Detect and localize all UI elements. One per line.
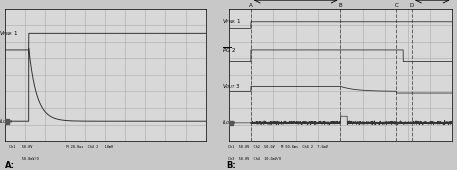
Text: $\overline{PG}$ 2: $\overline{PG}$ 2 xyxy=(222,45,236,55)
Text: Ch1  50.0V  Ch2  50.0V   M 50.0ms  Ch4 2  7.0mV: Ch1 50.0V Ch2 50.0V M 50.0ms Ch4 2 7.0mV xyxy=(228,145,329,149)
Text: $I_{LOAD}$: $I_{LOAD}$ xyxy=(0,117,13,126)
Text: $I_{LOAD}$: $I_{LOAD}$ xyxy=(222,118,236,127)
Text: $V_{PWR}$ 1: $V_{PWR}$ 1 xyxy=(222,17,241,26)
Text: A: A xyxy=(249,3,253,8)
Text: D: D xyxy=(410,3,414,8)
Text: B:: B: xyxy=(226,161,236,170)
Text: $V_{PWR}$ 1: $V_{PWR}$ 1 xyxy=(0,29,18,38)
Bar xyxy=(5,119,9,124)
Text: C: C xyxy=(394,3,399,8)
Text: B: B xyxy=(339,3,342,8)
Text: Ch3  50.0V  Ch4  10.0mV/O: Ch3 50.0V Ch4 10.0mV/O xyxy=(228,157,282,161)
Text: 58.0mV/O: 58.0mV/O xyxy=(9,157,39,161)
Text: Ch1   50.0V                M 20.0us  Ch4 2   10mV: Ch1 50.0V M 20.0us Ch4 2 10mV xyxy=(9,145,113,149)
Text: $V_{OUT}$ 3: $V_{OUT}$ 3 xyxy=(222,82,241,91)
Bar xyxy=(229,121,233,125)
Text: A:: A: xyxy=(5,161,15,170)
